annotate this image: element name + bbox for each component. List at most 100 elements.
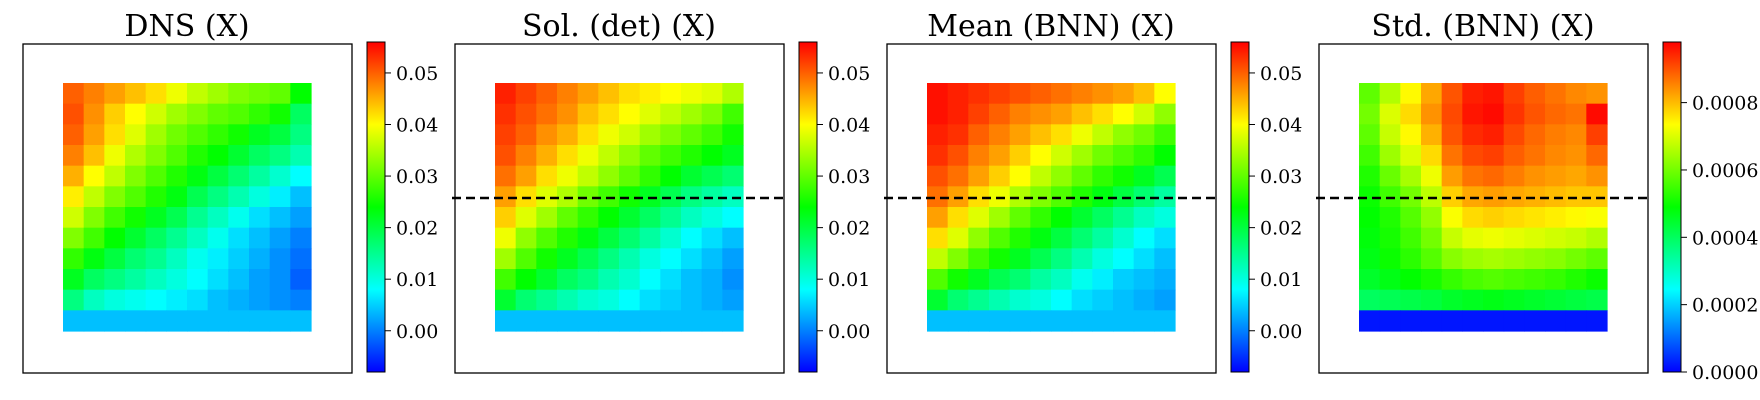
heatmap-cell [1503,310,1525,332]
heatmap-cell [249,83,271,105]
heatmap-cell [598,145,620,167]
heatmap-cell [1586,289,1608,311]
colorbar-tick-label: 0.04 [1260,115,1302,137]
heatmap-cell [1524,248,1546,270]
heatmap-cell [1092,103,1114,125]
heatmap-cell [145,103,167,125]
heatmap-cell [207,145,229,167]
colorbar-ticks: 0.00 0.01 0.02 0.03 0.04 0.05 [1249,63,1302,343]
heatmap-cell [619,124,641,146]
heatmap-cell [1113,207,1135,229]
heatmap-cell [536,269,558,291]
heatmap-cell [660,269,682,291]
heatmap-cell [989,248,1011,270]
heatmap-cell [290,310,312,332]
heatmap-cell [577,103,599,125]
heatmap-cell [290,83,312,105]
heatmap-cell [145,145,167,167]
heatmap-cell [989,289,1011,311]
heatmap-cell [1462,289,1484,311]
heatmap-cell [1113,145,1135,167]
heatmap-cell [947,227,969,249]
heatmap-cell [249,248,271,270]
heatmap-cell [207,248,229,270]
heatmap-cell [83,289,105,311]
heatmap-cell [63,83,85,105]
heatmap-cell [269,165,291,187]
heatmap-cell [681,248,703,270]
heatmap-cell [989,227,1011,249]
heatmap-cell [1441,289,1463,311]
heatmap-cell [166,103,188,125]
heatmap-cell [1441,227,1463,249]
heatmap-cell [619,310,641,332]
heatmap-cell [290,289,312,311]
heatmap-cell [1092,269,1114,291]
heatmap-cell [145,207,167,229]
heatmap-cell [557,83,579,105]
heatmap-cell [63,248,85,270]
heatmap-cell [598,269,620,291]
heatmap-cell [1113,83,1135,105]
heatmap-cell [1400,310,1422,332]
heatmap-cell [1133,248,1155,270]
heatmap-cell [598,124,620,146]
heatmap-cell [639,289,661,311]
heatmap-cell [927,289,949,311]
heatmap-cell [1113,248,1135,270]
heatmap-cell [1379,124,1401,146]
heatmap-cell [927,310,949,332]
heatmap-cell [639,165,661,187]
heatmap-cell [1503,145,1525,167]
heatmap-cell [1441,103,1463,125]
heatmap-cell [207,269,229,291]
heatmap-cell [1359,83,1381,105]
heatmap-cell [125,248,147,270]
heatmap-cell [927,165,949,187]
colorbar-tick-label: 0.04 [396,115,438,137]
heatmap-cell [536,207,558,229]
heatmap-cell [166,83,188,105]
heatmap-cell [1359,289,1381,311]
heatmap-cell [1051,207,1073,229]
heatmap-cell [1092,289,1114,311]
heatmap-cell [722,207,744,229]
colorbar-tick-label: 0.0000 [1692,362,1758,384]
colorbar-tick-label: 0.00 [828,321,870,343]
heatmap-cell [1379,227,1401,249]
heatmap-cell [1379,248,1401,270]
heatmap-cell [125,227,147,249]
heatmap-cell [557,165,579,187]
heatmap-cell [1133,83,1155,105]
heatmap-cell [968,289,990,311]
heatmap-cell [1133,145,1155,167]
heatmap-cell [639,248,661,270]
heatmap-cell [1133,165,1155,187]
heatmap-cell [249,124,271,146]
heatmap-cell [269,207,291,229]
panel-title: Std. (BNN) (X) [1371,9,1594,44]
heatmap-cell [557,289,579,311]
heatmap-cell [1565,310,1587,332]
heatmap-cell [681,227,703,249]
heatmap-cell [187,186,209,208]
heatmap-cell [145,289,167,311]
heatmap-cell [722,103,744,125]
heatmap-cell [1462,124,1484,146]
heatmap-cell [536,248,558,270]
heatmap-cell [1483,124,1505,146]
heatmap-cell [166,269,188,291]
heatmap-cell [228,310,250,332]
heatmap-cell [536,186,558,208]
heatmap-cell [269,289,291,311]
heatmap-cell [619,186,641,208]
heatmap-cell [1441,269,1463,291]
heatmap-cell [1462,248,1484,270]
heatmap-cell [249,103,271,125]
heatmap-cell [1030,227,1052,249]
heatmap-cell [166,186,188,208]
heatmap-cell [701,227,723,249]
heatmap-cell [1071,124,1093,146]
heatmap-cell [290,248,312,270]
heatmap-cell [701,310,723,332]
